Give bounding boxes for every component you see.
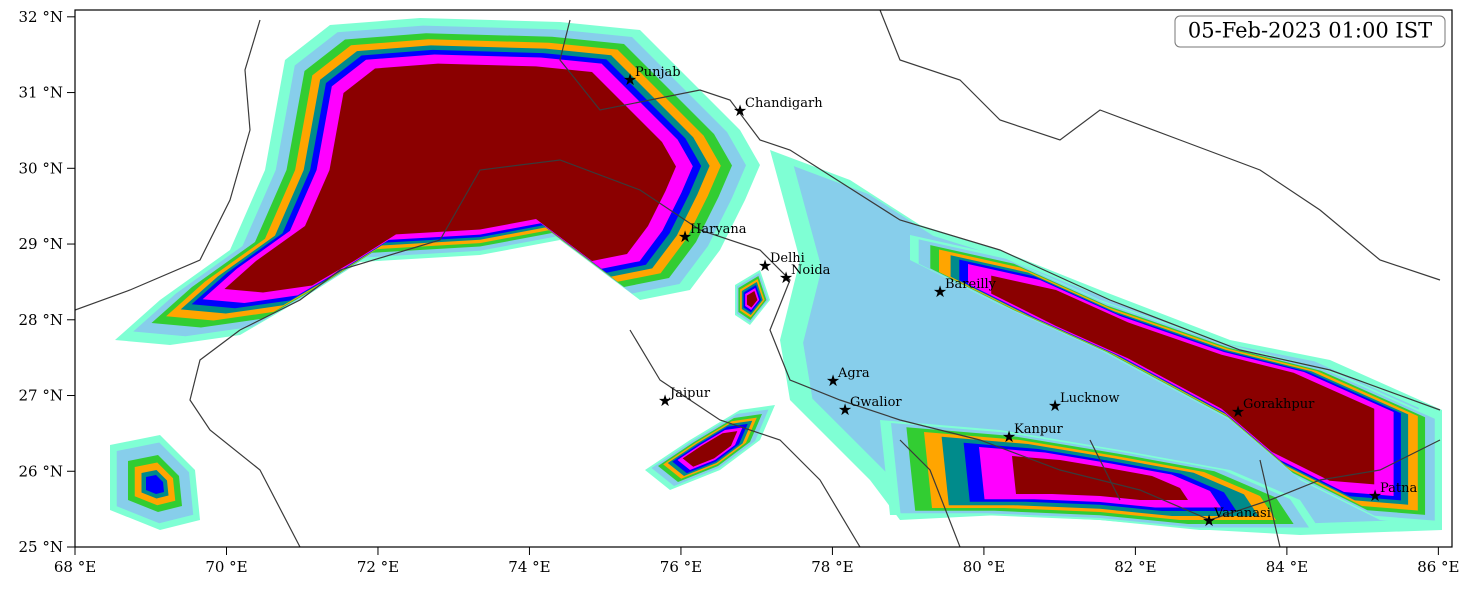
rain-contour <box>224 63 676 293</box>
y-tick-label: 29 °N <box>19 235 63 253</box>
y-tick-label: 26 °N <box>19 462 63 480</box>
cities: ★Punjab★Chandigarh★Haryana★Delhi★Noida★B… <box>623 65 1418 530</box>
x-tick-label: 76 °E <box>660 558 702 576</box>
city-label: Patna <box>1380 481 1418 496</box>
x-tick-label: 80 °E <box>963 558 1005 576</box>
timestamp: 05-Feb-2023 01:00 IST <box>1188 19 1432 43</box>
rain-contour <box>146 475 164 494</box>
city-marker: ★ <box>1202 511 1216 530</box>
rain-contour <box>991 275 1375 485</box>
rain-contour <box>1012 456 1188 500</box>
city-marker: ★ <box>733 101 747 120</box>
y-tick-label: 32 °N <box>19 8 63 26</box>
x-tick-label: 72 °E <box>357 558 399 576</box>
city-label: Lucknow <box>1060 391 1120 406</box>
x-tick-label: 70 °E <box>205 558 247 576</box>
x-tick-label: 82 °E <box>1114 558 1156 576</box>
city-label: Kanpur <box>1014 422 1064 437</box>
city-marker: ★ <box>933 282 947 301</box>
city-label: Chandigarh <box>745 96 823 111</box>
y-tick-label: 31 °N <box>19 84 63 102</box>
city-marker: ★ <box>658 391 672 410</box>
border <box>629 329 861 547</box>
city-marker: ★ <box>826 371 840 390</box>
borders <box>75 10 1441 547</box>
city-marker: ★ <box>838 400 852 419</box>
rain-contour <box>682 431 738 467</box>
city-label: Agra <box>837 366 870 381</box>
y-tick-label: 30 °N <box>19 159 63 177</box>
city-label: Haryana <box>690 222 747 237</box>
border <box>189 329 301 547</box>
border <box>239 159 1441 521</box>
timestamp-box <box>1174 15 1446 48</box>
border <box>899 439 1281 547</box>
y-tick-label: 27 °N <box>19 387 63 405</box>
x-tick-label: 74 °E <box>508 558 550 576</box>
city-marker: ★ <box>1002 427 1016 446</box>
city-marker: ★ <box>623 70 637 89</box>
city-marker: ★ <box>758 256 772 275</box>
city-marker: ★ <box>1368 486 1382 505</box>
precipitation-layer <box>110 18 1442 535</box>
city-marker: ★ <box>678 227 692 246</box>
rain-contour <box>746 291 758 308</box>
y-tick-label: 25 °N <box>19 538 63 556</box>
city-label: Delhi <box>770 251 805 266</box>
city-label: Gorakhpur <box>1243 397 1315 412</box>
city-label: Jaipur <box>668 386 711 401</box>
border <box>879 10 1441 281</box>
border <box>75 19 261 311</box>
city-marker: ★ <box>1048 396 1062 415</box>
border <box>559 19 1441 411</box>
city-label: Bareilly <box>945 277 997 292</box>
city-label: Varanasi <box>1213 506 1271 521</box>
city-marker: ★ <box>1231 402 1245 421</box>
city-label: Noida <box>791 263 831 278</box>
map-frame <box>74 9 1453 548</box>
x-tick-label: 86 °E <box>1417 558 1459 576</box>
x-tick-label: 78 °E <box>811 558 853 576</box>
city-marker: ★ <box>779 268 793 287</box>
city-label: Gwalior <box>850 395 902 410</box>
axis-ticks: 68 °E 70 °E 72 °E 74 °E 76 °E 78 °E 80 °E 82 °E… <box>19 8 1460 576</box>
x-tick-label: 84 °E <box>1266 558 1308 576</box>
y-tick-label: 28 °N <box>19 311 63 329</box>
city-label: Punjab <box>635 65 681 80</box>
x-tick-label: 68 °E <box>54 558 96 576</box>
